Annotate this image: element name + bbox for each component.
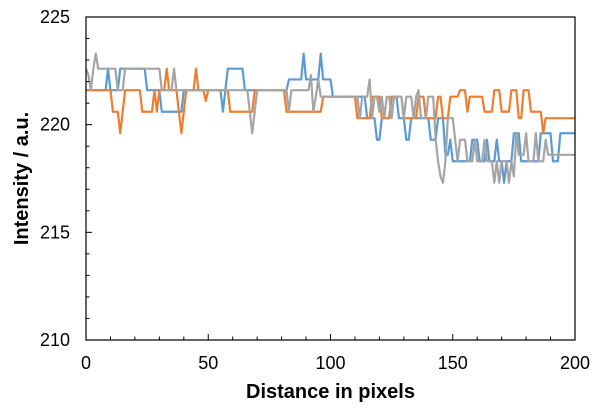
x-axis-title: Distance in pixels [246,381,415,403]
y-axis-title: Intensity / a.u. [11,112,33,245]
y-tick-label: 210 [40,330,70,350]
series-layer [84,52,575,184]
y-axis-ticks: 210 215 220 225 [40,7,92,350]
y-tick-label: 215 [40,222,70,242]
x-tick-label: 100 [315,353,345,373]
series-line-3 [84,52,575,184]
x-tick-label: 50 [198,353,218,373]
y-tick-label: 225 [40,7,70,27]
x-tick-label: 0 [81,353,91,373]
x-tick-label: 150 [438,353,468,373]
x-axis-ticks: 0 50 100 150 200 [81,334,590,373]
x-tick-label: 200 [560,353,590,373]
y-tick-label: 220 [40,115,70,135]
